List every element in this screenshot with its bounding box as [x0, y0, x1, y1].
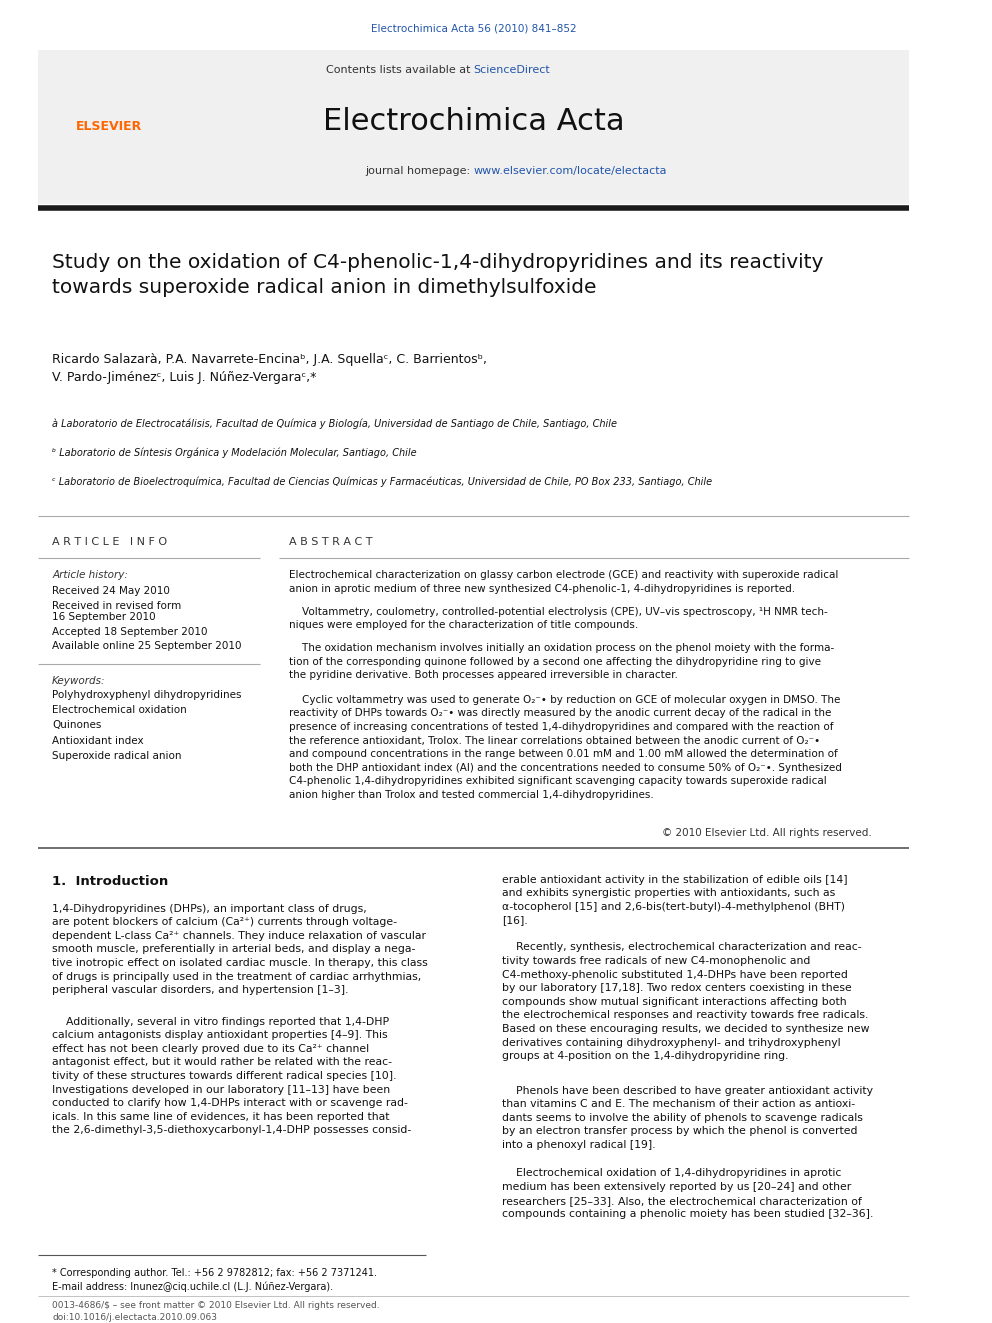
Text: ᶜ Laboratorio de Bioelectroquímica, Facultad de Ciencias Químicas y Farmacéutica: ᶜ Laboratorio de Bioelectroquímica, Facu… — [53, 476, 712, 487]
Text: Keywords:: Keywords: — [53, 676, 105, 685]
Text: Contents lists available at: Contents lists available at — [325, 65, 473, 75]
Text: A B S T R A C T: A B S T R A C T — [289, 537, 372, 548]
Text: A R T I C L E   I N F O: A R T I C L E I N F O — [53, 537, 168, 548]
Text: ᵇ Laboratorio de Síntesis Orgánica y Modelación Molecular, Santiago, Chile: ᵇ Laboratorio de Síntesis Orgánica y Mod… — [53, 447, 417, 458]
Text: Polyhydroxyphenyl dihydropyridines: Polyhydroxyphenyl dihydropyridines — [53, 691, 242, 700]
Text: Received in revised form: Received in revised form — [53, 601, 182, 611]
Text: Cyclic voltammetry was used to generate O₂⁻• by reduction on GCE of molecular ox: Cyclic voltammetry was used to generate … — [289, 695, 842, 800]
Text: Additionally, several in vitro findings reported that 1,4-DHP
calcium antagonist: Additionally, several in vitro findings … — [53, 1016, 412, 1135]
Text: Accepted 18 September 2010: Accepted 18 September 2010 — [53, 627, 207, 636]
Text: Ricardo Salazarà, P.A. Navarrete-Encinaᵇ, J.A. Squellaᶜ, C. Barrientosᵇ,
V. Pard: Ricardo Salazarà, P.A. Navarrete-Encinaᵇ… — [53, 353, 487, 384]
Text: à Laboratorio de Electrocatálisis, Facultad de Química y Biología, Universidad d: à Laboratorio de Electrocatálisis, Facul… — [53, 419, 617, 430]
Text: journal homepage:: journal homepage: — [365, 167, 473, 176]
Text: Received 24 May 2010: Received 24 May 2010 — [53, 586, 170, 597]
Text: Antioxidant index: Antioxidant index — [53, 736, 144, 746]
Text: ELSEVIER: ELSEVIER — [75, 120, 142, 132]
Text: Electrochemical oxidation: Electrochemical oxidation — [53, 705, 186, 716]
Text: Phenols have been described to have greater antioxidant activity
than vitamins C: Phenols have been described to have grea… — [502, 1085, 873, 1150]
Text: Voltammetry, coulometry, controlled-potential electrolysis (CPE), UV–vis spectro: Voltammetry, coulometry, controlled-pote… — [289, 607, 827, 630]
Text: Superoxide radical anion: Superoxide radical anion — [53, 750, 182, 761]
Text: * Corresponding author. Tel.: +56 2 9782812; fax: +56 2 7371241.: * Corresponding author. Tel.: +56 2 9782… — [53, 1269, 377, 1278]
Text: ScienceDirect: ScienceDirect — [473, 65, 551, 75]
Text: © 2010 Elsevier Ltd. All rights reserved.: © 2010 Elsevier Ltd. All rights reserved… — [662, 828, 871, 839]
Text: 16 September 2010: 16 September 2010 — [53, 613, 156, 622]
Text: Article history:: Article history: — [53, 570, 128, 581]
Text: 0013-4686/$ – see front matter © 2010 Elsevier Ltd. All rights reserved.: 0013-4686/$ – see front matter © 2010 El… — [53, 1302, 380, 1310]
Text: Recently, synthesis, electrochemical characterization and reac-
tivity towards f: Recently, synthesis, electrochemical cha… — [502, 942, 869, 1061]
Text: Electrochemical characterization on glassy carbon electrode (GCE) and reactivity: Electrochemical characterization on glas… — [289, 570, 838, 594]
Text: 1,4-Dihydropyridines (DHPs), an important class of drugs,
are potent blockers of: 1,4-Dihydropyridines (DHPs), an importan… — [53, 904, 428, 995]
Text: doi:10.1016/j.electacta.2010.09.063: doi:10.1016/j.electacta.2010.09.063 — [53, 1314, 217, 1322]
FancyBboxPatch shape — [38, 50, 910, 204]
Text: Study on the oxidation of C4-phenolic-1,4-dihydropyridines and its reactivity
to: Study on the oxidation of C4-phenolic-1,… — [53, 253, 823, 296]
Text: erable antioxidant activity in the stabilization of edible oils [14]
and exhibit: erable antioxidant activity in the stabi… — [502, 875, 847, 925]
Text: www.elsevier.com/locate/electacta: www.elsevier.com/locate/electacta — [473, 167, 667, 176]
Text: E-mail address: lnunez@ciq.uchile.cl (L.J. Núñez-Vergara).: E-mail address: lnunez@ciq.uchile.cl (L.… — [53, 1282, 333, 1293]
Text: Electrochemical oxidation of 1,4-dihydropyridines in aprotic
medium has been ext: Electrochemical oxidation of 1,4-dihydro… — [502, 1168, 873, 1220]
Text: Electrochimica Acta: Electrochimica Acta — [322, 107, 624, 136]
Text: The oxidation mechanism involves initially an oxidation process on the phenol mo: The oxidation mechanism involves initial… — [289, 643, 834, 680]
Text: Quinones: Quinones — [53, 721, 101, 730]
Text: Electrochimica Acta 56 (2010) 841–852: Electrochimica Acta 56 (2010) 841–852 — [371, 24, 576, 34]
Text: 1.  Introduction: 1. Introduction — [53, 875, 169, 888]
Text: Available online 25 September 2010: Available online 25 September 2010 — [53, 642, 242, 651]
